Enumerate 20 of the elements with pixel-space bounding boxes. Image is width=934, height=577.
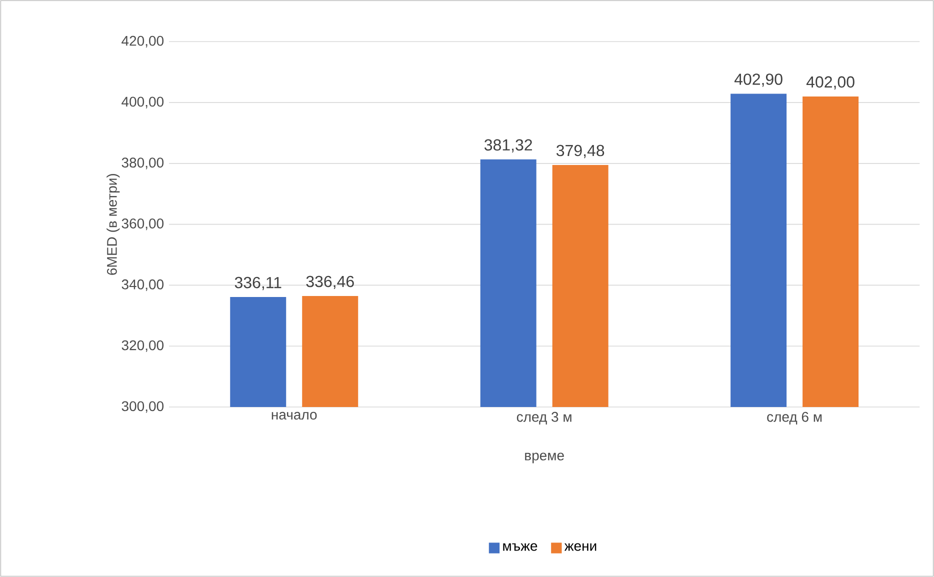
- data-label: 336,11: [234, 276, 282, 290]
- y-tick-label: 380,00: [122, 158, 164, 170]
- y-tick-label: 300,00: [122, 401, 164, 413]
- x-tick-label: след 3 м: [516, 412, 572, 424]
- y-tick-label: 340,00: [122, 279, 164, 291]
- legend-label: жени: [564, 543, 596, 551]
- data-label: 336,46: [306, 276, 354, 290]
- y-tick-label: 400,00: [122, 96, 164, 108]
- x-tick-label: начало: [272, 412, 317, 420]
- data-label: 381,32: [484, 139, 532, 152]
- data-label: 402,90: [734, 74, 782, 87]
- y-tick-label: 320,00: [122, 340, 164, 352]
- legend-label: мъже: [503, 543, 538, 551]
- data-label: 379,48: [556, 144, 604, 158]
- x-tick-label: след 6 м: [767, 412, 822, 424]
- y-axis-title: 6MED (в метри): [106, 174, 120, 275]
- y-tick-label: 420,00: [122, 36, 164, 48]
- x-axis-title: време: [525, 452, 564, 464]
- y-tick-label: 360,00: [122, 218, 164, 230]
- data-label: 402,00: [806, 76, 854, 90]
